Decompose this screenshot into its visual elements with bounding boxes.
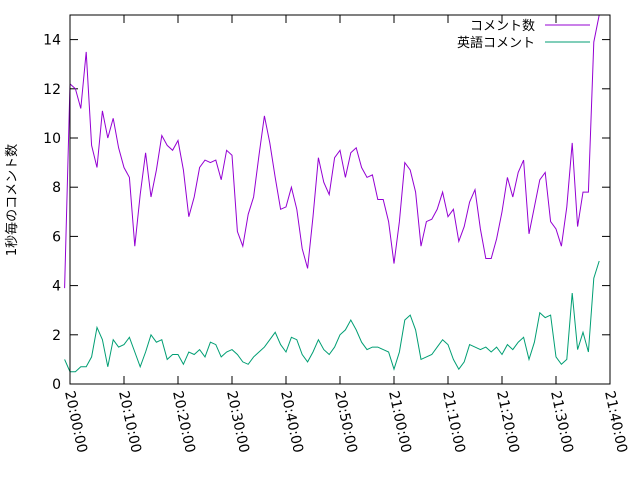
x-tick-label: 21:30:00 <box>547 390 576 455</box>
series-line-1 <box>64 260 600 373</box>
x-tick-label: 20:40:00 <box>277 390 306 455</box>
x-tick-labels: 20:00:00 20:10:00 20:20:00 20:30:00 20:40:00… <box>61 390 630 455</box>
x-tick-marks <box>69 15 611 384</box>
x-tick-label: 21:10:00 <box>439 390 468 455</box>
x-tick-label: 20:00:00 <box>61 390 90 455</box>
x-tick-label: 20:30:00 <box>223 390 252 455</box>
y-tick-marks <box>70 39 610 385</box>
y-axis-label: 1秒毎のコメント数 <box>4 144 20 256</box>
y-tick-label: 6 <box>52 229 61 245</box>
x-tick-label: 21:20:00 <box>493 390 522 455</box>
series-line-0 <box>64 14 600 289</box>
x-tick-label: 21:00:00 <box>385 390 414 455</box>
legend-label-0: コメント数 <box>470 19 535 34</box>
y-tick-label: 4 <box>52 279 61 295</box>
series-lines <box>64 14 600 373</box>
x-tick-label: 21:40:00 <box>601 390 630 455</box>
y-tick-labels: 0 2 4 6 8 10 12 14 <box>43 33 61 393</box>
y-tick-label: 0 <box>52 377 61 393</box>
x-tick-label: 20:50:00 <box>331 390 360 455</box>
y-tick-label: 8 <box>52 180 61 196</box>
y-tick-label: 10 <box>43 131 61 147</box>
legend-label-1: 英語コメント <box>457 35 535 51</box>
y-tick-label: 2 <box>52 328 61 344</box>
x-tick-label: 20:10:00 <box>115 390 144 455</box>
x-tick-label: 20:20:00 <box>169 390 198 455</box>
plot-area-border <box>69 14 611 385</box>
y-tick-label: 14 <box>43 33 61 49</box>
y-tick-label: 12 <box>43 82 61 98</box>
